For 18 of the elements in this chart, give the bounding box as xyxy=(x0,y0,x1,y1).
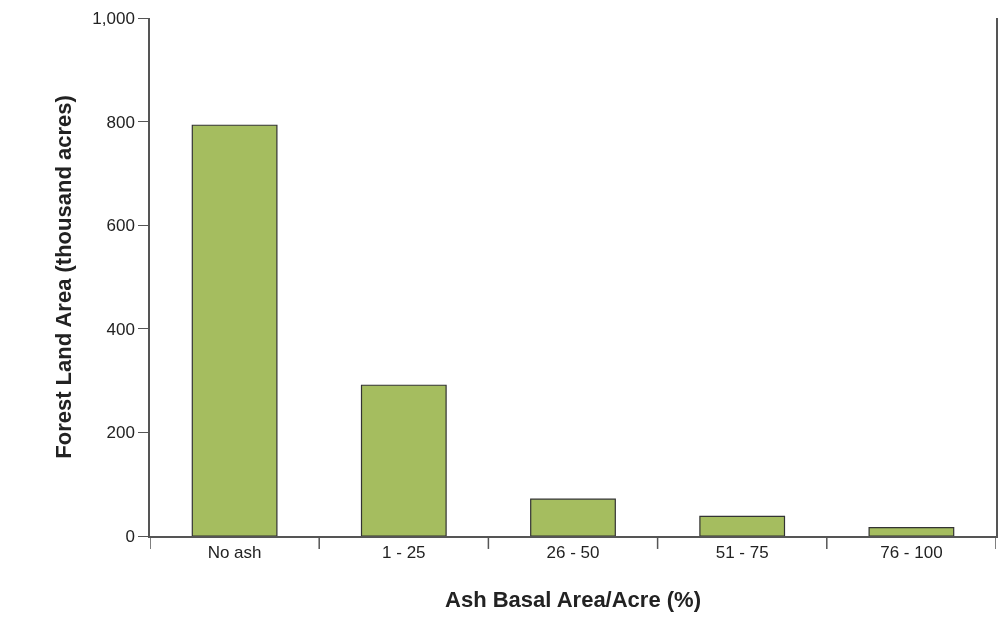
y-tick-label: 1,000 xyxy=(92,8,135,28)
bar xyxy=(530,498,616,536)
y-tick-label: 800 xyxy=(106,112,135,132)
x-tick-label: 76 - 100 xyxy=(880,543,943,563)
x-tick-label: 1 - 25 xyxy=(382,543,426,563)
bar xyxy=(699,515,786,536)
bar xyxy=(191,124,278,536)
x-tick-label: 51 - 75 xyxy=(715,543,769,563)
bar xyxy=(868,527,955,536)
bar xyxy=(360,384,447,536)
y-axis-title: Forest Land Area (thousand acres) xyxy=(50,95,76,459)
y-tick-label: 400 xyxy=(106,319,135,339)
x-tick-label: 26 - 50 xyxy=(546,543,600,563)
y-tick-label: 600 xyxy=(106,216,135,236)
x-axis-title: Ash Basal Area/Acre (%) xyxy=(445,586,701,612)
y-tick-label: 200 xyxy=(106,423,135,443)
x-tick-label: No ash xyxy=(207,543,262,563)
y-tick-label: 0 xyxy=(125,526,135,546)
